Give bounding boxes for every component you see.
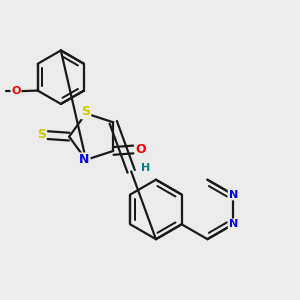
Text: N: N (79, 153, 90, 166)
Text: N: N (229, 190, 238, 200)
Text: O: O (135, 143, 146, 156)
Text: O: O (11, 86, 21, 96)
Text: S: S (37, 128, 46, 141)
Text: H: H (141, 164, 151, 173)
Text: N: N (229, 219, 238, 229)
Text: S: S (82, 106, 91, 118)
